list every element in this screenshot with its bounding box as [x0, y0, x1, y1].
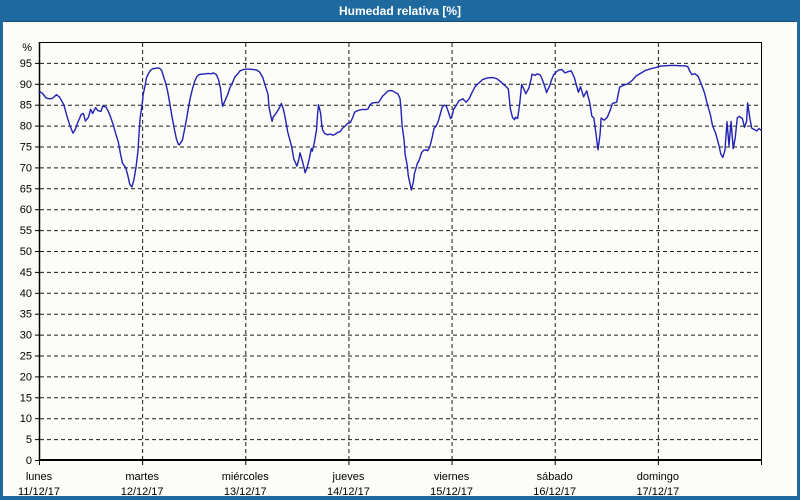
svg-text:25: 25 [20, 351, 32, 363]
x-date-label: 11/12/17 [18, 486, 60, 496]
svg-text:20: 20 [20, 371, 32, 383]
svg-text:0: 0 [26, 455, 32, 467]
x-day-label: domingo [637, 471, 679, 483]
svg-text:85: 85 [20, 100, 32, 112]
x-day-label: lunes [26, 471, 53, 483]
svg-text:55: 55 [20, 225, 32, 237]
y-tick-labels: 0 5 10 15 20 25 30 35 40 45 50 55 60 65 70 75 80 85 90 95% [20, 42, 32, 467]
x-date-label: 16/12/17 [533, 486, 576, 496]
window-title-bar: Humedad relativa [%] [0, 0, 800, 21]
x-date-label: 14/12/17 [327, 486, 370, 496]
humidity-line-chart: 0 5 10 15 20 25 30 35 40 45 50 55 60 65 70 75 80 85 90 95% l… [18, 42, 762, 496]
y-axis-unit-label: % [22, 42, 32, 54]
x-day-label: jueves [332, 471, 365, 483]
svg-text:40: 40 [20, 288, 32, 300]
chart-area: 0 5 10 15 20 25 30 35 40 45 50 55 60 65 70 75 80 85 90 95% l… [3, 21, 797, 496]
svg-text:80: 80 [20, 121, 32, 133]
svg-text:35: 35 [20, 309, 32, 321]
svg-text:15: 15 [20, 392, 32, 404]
x-date-label: 12/12/17 [121, 486, 164, 496]
svg-text:60: 60 [20, 204, 32, 216]
svg-text:70: 70 [20, 162, 32, 174]
svg-text:5: 5 [26, 434, 32, 446]
x-day-label: sábado [537, 471, 573, 483]
svg-text:45: 45 [20, 267, 32, 279]
x-day-label: martes [125, 471, 159, 483]
svg-text:95: 95 [20, 58, 32, 70]
window-title: Humedad relativa [%] [338, 3, 462, 18]
x-tick-labels: lunes 11/12/17 martes 12/12/17 miércoles 13/1… [18, 471, 679, 496]
axis-ticks [35, 62, 762, 465]
svg-text:10: 10 [20, 413, 32, 425]
x-date-label: 13/12/17 [224, 486, 267, 496]
humidity-series-line [38, 64, 762, 191]
x-date-label: 15/12/17 [430, 486, 473, 496]
svg-text:90: 90 [20, 79, 32, 91]
svg-text:65: 65 [20, 183, 32, 195]
x-day-label: viernes [434, 471, 470, 483]
svg-text:50: 50 [20, 246, 32, 258]
x-date-label: 17/12/17 [636, 486, 679, 496]
x-day-label: miércoles [222, 471, 270, 483]
svg-text:75: 75 [20, 142, 32, 154]
svg-text:30: 30 [20, 330, 32, 342]
